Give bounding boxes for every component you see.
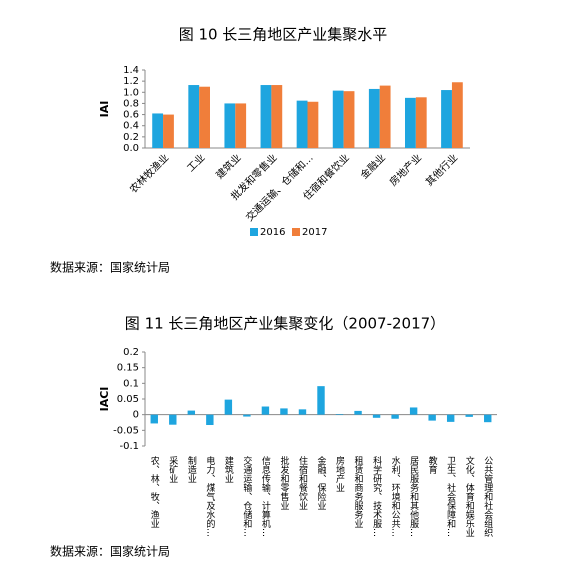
x-tick-label: 租赁和商务服务业 — [353, 456, 364, 528]
bar — [188, 85, 200, 148]
x-tick-label: 公共管理和社会组织 — [482, 456, 493, 538]
bar — [169, 414, 177, 425]
bar — [335, 414, 344, 415]
bar — [465, 414, 473, 417]
bar — [307, 101, 319, 148]
y-axis-title: IACI — [98, 387, 111, 412]
x-tick-label: 采矿业 — [167, 456, 178, 483]
bar — [405, 97, 416, 148]
x-tick-label: 房地产业 — [334, 455, 345, 492]
y-tick-label: 0.4 — [123, 121, 139, 132]
legend-label: 2016 — [260, 227, 285, 238]
x-tick-label: 交通运输、仓储和… — [243, 151, 316, 224]
bar — [354, 410, 362, 415]
bar — [446, 414, 455, 422]
bar — [150, 414, 158, 424]
bar — [441, 90, 452, 148]
x-tick-label: 金融、保险业 — [316, 455, 327, 510]
chart-title: 图 11 长三角地区产业集聚变化（2007-2017） — [125, 315, 445, 333]
bar — [391, 414, 399, 419]
legend-swatch — [250, 228, 258, 236]
bar — [372, 414, 381, 418]
chart-title: 图 10 长三角地区产业集聚水平 — [179, 26, 388, 44]
y-axis-title: IAI — [98, 101, 111, 118]
x-tick-label: 居民服务和其他服… — [408, 456, 419, 537]
bar — [298, 409, 307, 415]
x-tick-label: 水利、环境和公共… — [390, 455, 401, 537]
bar — [317, 386, 325, 415]
bar — [332, 90, 344, 148]
x-tick-label: 交通运输、仓储和… — [241, 455, 252, 537]
bar — [224, 399, 233, 415]
bar — [152, 113, 164, 148]
bar — [484, 414, 492, 423]
x-tick-label: 科学研究、技术服… — [371, 455, 382, 537]
x-tick-label: 建筑业 — [223, 455, 234, 483]
x-tick-label: 教育 — [427, 455, 438, 475]
y-tick-label: 0.6 — [123, 110, 139, 121]
bar — [199, 86, 210, 148]
bar — [163, 114, 174, 148]
y-tick-label: 0.1 — [123, 378, 139, 389]
y-tick-label: 1.0 — [123, 87, 139, 98]
y-tick-label: 0.2 — [123, 132, 139, 143]
x-tick-label: 房地产业 — [387, 151, 424, 188]
bar — [261, 406, 270, 415]
y-tick-label: 1.2 — [123, 76, 139, 87]
bar — [368, 88, 380, 148]
x-tick-label: 卫生、社会保障和… — [445, 456, 456, 537]
y-tick-label: 0.2 — [123, 347, 139, 358]
y-tick-label: 0 — [133, 410, 139, 421]
x-tick-label: 批发和零售业 — [278, 455, 289, 510]
bar — [243, 414, 251, 417]
bar — [280, 408, 288, 415]
y-tick-label: 0.15 — [117, 363, 139, 374]
bar — [379, 85, 391, 148]
bar — [271, 85, 283, 148]
bar — [224, 103, 236, 148]
y-tick-label: 0.05 — [117, 394, 139, 405]
x-tick-label: 电力、煤气及水的… — [204, 455, 215, 537]
y-tick-label: 0.0 — [123, 143, 139, 154]
y-tick-label: -0.05 — [113, 425, 139, 436]
y-tick-label: -0.1 — [119, 441, 139, 452]
bar — [409, 407, 418, 415]
bar — [235, 103, 247, 148]
legend-swatch — [292, 228, 300, 236]
x-tick-label: 信息传输、计算机… — [260, 455, 271, 537]
bar — [187, 410, 196, 415]
x-tick-label: 文化、体育和娱乐业 — [464, 455, 475, 537]
bar — [415, 97, 427, 148]
x-tick-label: 工业 — [185, 152, 208, 175]
x-tick-label: 制造业 — [186, 455, 197, 483]
bar — [296, 100, 308, 148]
x-tick-label: 农、林、牧、渔业 — [149, 455, 160, 528]
source-note: 数据来源：国家统计局 — [50, 544, 170, 559]
x-tick-label: 金融业 — [358, 151, 388, 181]
bar — [451, 82, 463, 148]
bar — [343, 91, 355, 148]
bar — [428, 414, 436, 421]
bar — [206, 414, 214, 426]
x-tick-label: 建筑业 — [213, 151, 243, 181]
x-tick-label: 农林牧渔业 — [127, 151, 172, 196]
legend-label: 2017 — [302, 227, 327, 238]
y-tick-label: 1.4 — [123, 65, 139, 76]
source-note: 数据来源：国家统计局 — [50, 260, 170, 275]
x-tick-label: 住宿和餐饮业 — [297, 455, 308, 510]
x-tick-label: 其他行业 — [423, 151, 460, 188]
y-tick-label: 0.8 — [123, 98, 139, 109]
bar — [260, 85, 272, 148]
